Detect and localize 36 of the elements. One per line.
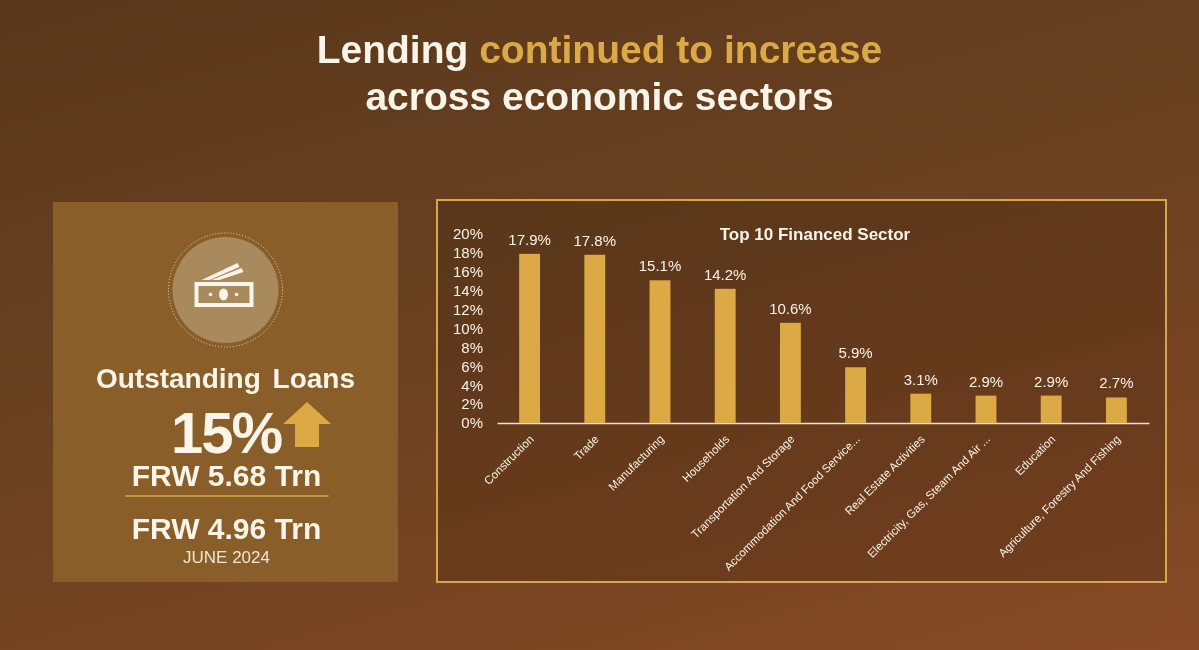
data-label: 17.8% (573, 231, 617, 249)
text: FRW 4.96 Trn (131, 512, 322, 545)
bar (714, 288, 736, 423)
y-tick-label: 20% (452, 225, 483, 243)
y-tick-label: 2% (461, 395, 483, 413)
y-tick-label: 4% (461, 376, 483, 394)
data-label: 2.9% (1034, 372, 1069, 390)
y-tick-label: 10% (452, 319, 483, 337)
chart-title: Lending continued to increase across economic sectors (316, 28, 883, 118)
data-label: 5.9% (838, 344, 873, 362)
y-tick-label: 14% (452, 282, 483, 299)
data-label: 10.6% (769, 299, 812, 317)
y-tick-label: 6% (461, 357, 483, 375)
data-label: 15.1% (638, 257, 682, 275)
y-tick-label: 0% (461, 414, 483, 432)
data-label: 17.9% (508, 230, 551, 248)
bar (910, 393, 932, 423)
y-tick-label: 16% (452, 263, 483, 281)
bar (649, 280, 671, 423)
text: Outstanding Loans (95, 363, 356, 394)
bar (845, 367, 867, 423)
data-label: 3.1% (903, 370, 938, 388)
data-label: 2.7% (1099, 374, 1134, 392)
data-label: 2.9% (968, 372, 1004, 390)
bar (584, 254, 606, 423)
y-tick-label: 8% (461, 338, 483, 356)
text: JUNE 2024 (183, 548, 270, 567)
data-label: 14.2% (703, 265, 747, 283)
chart-title: Top 10 Financed Sector (719, 225, 911, 244)
bar (975, 395, 997, 423)
bar (519, 253, 541, 423)
bar (1040, 395, 1062, 423)
y-tick-label: 12% (452, 300, 483, 318)
y-tick-label: 18% (452, 244, 483, 262)
bar (1105, 397, 1127, 423)
bar (779, 322, 801, 423)
